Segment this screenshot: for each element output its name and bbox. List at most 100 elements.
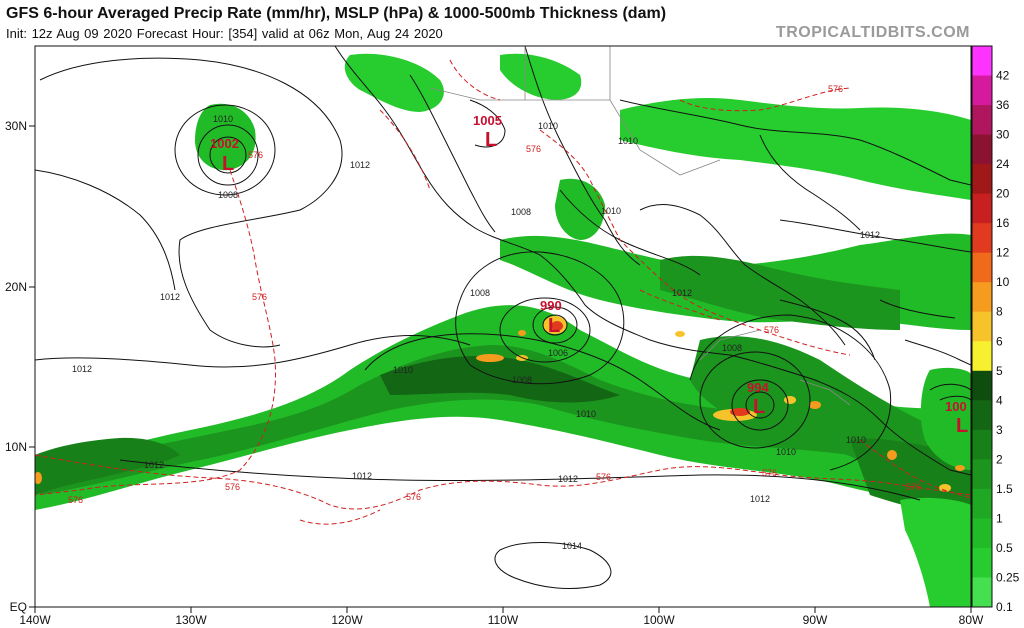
svg-text:1010: 1010 [618, 136, 638, 146]
svg-text:1005: 1005 [473, 113, 502, 128]
longitude-labels: 140W 130W 120W 110W 100W 90W 80W [19, 613, 984, 627]
svg-text:994: 994 [747, 380, 769, 395]
svg-text:130W: 130W [175, 613, 207, 627]
svg-text:1010: 1010 [576, 409, 596, 419]
colorbar-frame [971, 45, 993, 608]
svg-text:140W: 140W [19, 613, 51, 627]
svg-text:576: 576 [68, 495, 83, 505]
svg-text:1010: 1010 [776, 447, 796, 457]
colorbar-label: 1.5 [996, 482, 1013, 496]
colorbar-label: 6 [996, 334, 1003, 348]
svg-text:1012: 1012 [672, 288, 692, 298]
colorbar-swatch [972, 105, 992, 136]
svg-text:1012: 1012 [750, 494, 770, 504]
svg-text:1010: 1010 [601, 206, 621, 216]
svg-text:576: 576 [762, 468, 777, 478]
svg-text:100: 100 [945, 399, 967, 414]
colorbar-label: 0.25 [996, 570, 1020, 584]
colorbar-label: 10 [996, 275, 1010, 289]
colorbar-label: 16 [996, 216, 1010, 230]
svg-text:1008: 1008 [512, 375, 532, 385]
colorbar-swatch [972, 46, 992, 77]
svg-text:30N: 30N [5, 119, 27, 133]
low-center-3: 990 L [540, 298, 562, 337]
svg-text:1010: 1010 [393, 365, 413, 375]
axis-ticks [29, 125, 972, 613]
svg-text:1006: 1006 [548, 348, 568, 358]
svg-text:1012: 1012 [144, 460, 164, 470]
svg-text:1012: 1012 [558, 474, 578, 484]
svg-text:576: 576 [828, 84, 843, 94]
colorbar-label: 0.1 [996, 600, 1013, 614]
colorbar-swatch [972, 311, 992, 342]
svg-text:576: 576 [906, 482, 921, 492]
svg-text:576: 576 [248, 150, 263, 160]
svg-text:120W: 120W [331, 613, 363, 627]
svg-text:L: L [548, 315, 560, 337]
svg-text:1008: 1008 [470, 288, 490, 298]
map-title: GFS 6-hour Averaged Precip Rate (mm/hr),… [6, 5, 667, 22]
colorbar-swatch [972, 429, 992, 460]
thickness-labels: 576 576 576 576 576 576 576 576 576 576 … [68, 84, 921, 505]
svg-text:10N: 10N [5, 440, 27, 454]
colorbar-label: 30 [996, 128, 1010, 142]
colorbar-swatch [972, 134, 992, 165]
colorbar-swatch [972, 577, 992, 608]
svg-text:990: 990 [540, 298, 562, 313]
colorbar-swatch [972, 193, 992, 224]
svg-text:576: 576 [596, 472, 611, 482]
svg-text:L: L [753, 396, 765, 418]
svg-text:1002: 1002 [210, 136, 239, 151]
svg-text:110W: 110W [488, 613, 519, 627]
thickness-contours [35, 59, 971, 525]
precip-field [35, 53, 971, 607]
colorbar-swatch [972, 341, 992, 372]
coastlines [334, 46, 971, 476]
colorbar-label: 42 [996, 69, 1010, 83]
svg-text:L: L [956, 415, 968, 437]
low-center-4: 994 L [747, 380, 769, 418]
svg-text:1012: 1012 [350, 160, 370, 170]
svg-text:1010: 1010 [846, 435, 866, 445]
colorbar-swatch [972, 400, 992, 431]
svg-text:1008: 1008 [511, 207, 531, 217]
colorbar-label: 1 [996, 511, 1003, 525]
svg-text:20N: 20N [5, 280, 27, 294]
colorbar-swatch [972, 547, 992, 578]
colorbar-label: 2 [996, 452, 1003, 466]
svg-text:EQ: EQ [10, 600, 27, 614]
svg-text:100W: 100W [643, 613, 675, 627]
svg-text:576: 576 [252, 292, 267, 302]
colorbar-swatch [972, 488, 992, 519]
svg-text:1012: 1012 [352, 471, 372, 481]
colorbar-swatch [972, 75, 992, 106]
colorbar-label: 8 [996, 305, 1003, 319]
colorbar-label: 36 [996, 98, 1010, 112]
colorbar-swatch [972, 459, 992, 490]
svg-text:1008: 1008 [218, 190, 238, 200]
svg-text:1010: 1010 [538, 121, 558, 131]
svg-text:80W: 80W [959, 613, 984, 627]
colorbar-label: 24 [996, 157, 1010, 171]
colorbar-label: 12 [996, 246, 1010, 260]
svg-text:576: 576 [764, 325, 779, 335]
colorbar-label: 3 [996, 423, 1003, 437]
latitude-labels: 30N 20N 10N EQ [5, 119, 27, 614]
colorbar-swatch [972, 282, 992, 313]
colorbar-label: 5 [996, 364, 1003, 378]
low-center-1: 1002 L [210, 136, 239, 175]
colorbar-label: 4 [996, 393, 1003, 407]
svg-text:1012: 1012 [160, 292, 180, 302]
colorbar-swatch [972, 370, 992, 401]
isobar-labels: 1010 1012 1008 1012 1012 1010 1010 1008 … [72, 114, 880, 551]
svg-text:576: 576 [406, 492, 421, 502]
colorbar-swatch [972, 164, 992, 195]
colorbar-swatch [972, 223, 992, 254]
colorbar-label: 0.5 [996, 541, 1013, 555]
low-center-5: 100 L [945, 399, 968, 437]
svg-text:576: 576 [526, 144, 541, 154]
svg-text:90W: 90W [803, 613, 828, 627]
svg-text:1012: 1012 [72, 364, 92, 374]
colorbar-label: 20 [996, 187, 1010, 201]
